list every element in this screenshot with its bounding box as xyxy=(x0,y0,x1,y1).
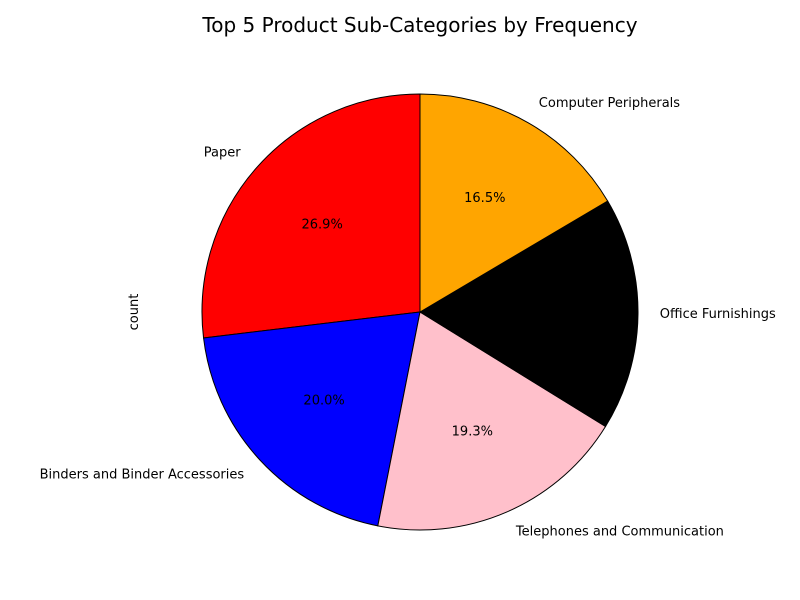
pie-slices xyxy=(201,93,639,531)
pie-slice-3 xyxy=(419,200,639,428)
percent-label-2: 19.3% xyxy=(452,424,493,439)
pie-slice-1 xyxy=(202,311,421,527)
percent-label-1: 20.0% xyxy=(303,393,344,408)
pie-slice-4 xyxy=(419,93,609,313)
slice-label-1: Binders and Binder Accessories xyxy=(40,468,245,483)
percent-label-4: 16.5% xyxy=(464,191,505,206)
slice-label-4: Computer Peripherals xyxy=(539,96,681,111)
slice-label-3: Office Furnishings xyxy=(660,307,776,322)
slice-label-2: Telephones and Communication xyxy=(515,524,724,539)
slice-label-0: Paper xyxy=(204,145,241,160)
percent-label-0: 26.9% xyxy=(302,218,343,233)
y-axis-label: count xyxy=(127,294,142,331)
pie-labels: Paper 26.9% Binders and Binder Accessories… xyxy=(40,96,776,539)
pie-slice-2 xyxy=(377,311,607,531)
chart-title: Top 5 Product Sub-Categories by Frequenc… xyxy=(201,13,637,37)
pie-slice-0 xyxy=(201,93,421,339)
